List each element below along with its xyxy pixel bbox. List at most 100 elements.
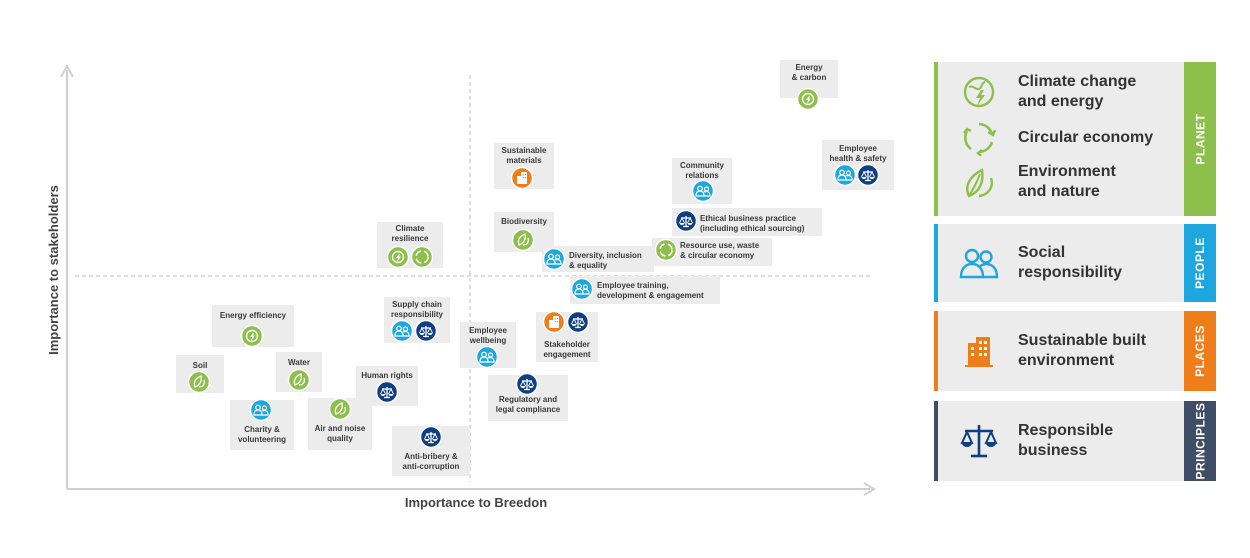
topic-label: Resource use, waste & circular economy: [680, 241, 760, 260]
topic-label: Air and noise quality: [315, 424, 366, 443]
legend-label: Social responsibility: [1018, 244, 1123, 281]
topic-label: Charity & volunteering: [238, 425, 286, 444]
topic-marker: Employee wellbeing: [460, 322, 516, 369]
legend-item-social: Social responsibility: [958, 243, 1122, 283]
people-icon: [570, 277, 594, 301]
topic-label: Human rights: [361, 371, 413, 380]
globe-lightning-icon: [386, 245, 410, 269]
topic-marker: Water: [276, 352, 322, 392]
leaves-icon: [187, 370, 211, 394]
legend-principles: Responsible business PRINCIPLES: [934, 401, 1216, 481]
topic-marker: Regulatory and legal compliance: [488, 372, 568, 421]
scales-icon: [375, 380, 399, 404]
legend-label: Climate change and energy: [1018, 73, 1137, 110]
x-axis-arrow: [863, 482, 876, 496]
topic-label: Employee training, development & engageme…: [597, 281, 704, 300]
topic-marker: Stakeholder engagement: [536, 310, 598, 362]
legend-tab-principles: PRINCIPLES: [1184, 401, 1216, 481]
topic-marker: Air and noise quality: [308, 397, 372, 450]
topic-label-box: [570, 276, 720, 304]
topic-marker: Anti-bribery & anti-corruption: [392, 425, 470, 476]
leaves-icon: [958, 162, 1000, 202]
people-icon: [833, 163, 857, 187]
scales-icon: [674, 209, 698, 233]
recycle-icon: [654, 238, 678, 262]
topic-label: Energy efficiency: [220, 311, 287, 320]
materiality-matrix: Importance to Breedon Importance to stak…: [46, 60, 894, 510]
scales-icon: [414, 319, 438, 343]
people-icon: [249, 398, 273, 422]
topic-marker: Charity & volunteering: [230, 398, 294, 450]
legend-label: Circular economy: [1018, 129, 1154, 146]
topic-label: Employee health & safety: [830, 144, 887, 163]
x-axis-title: Importance to Breedon: [405, 495, 547, 510]
topic-marker: Soil: [176, 355, 224, 394]
people-icon: [542, 247, 566, 271]
topic-label: Anti-bribery & anti-corruption: [403, 452, 460, 471]
topic-label: Energy & carbon: [792, 63, 827, 82]
topic-marker: Resource use, waste & circular economy: [652, 238, 772, 266]
scales-icon: [958, 421, 1000, 461]
topics-layer: Energy & carbon Employee health & safety Sus…: [176, 60, 894, 476]
legend-people: Social responsibility PEOPLE: [934, 224, 1216, 302]
people-icon: [390, 319, 414, 343]
topic-label: Supply chain responsibility: [391, 300, 444, 319]
recycle-icon: [958, 118, 1000, 158]
legend-item-built: Sustainable built environment: [958, 331, 1146, 371]
scales-icon: [566, 310, 590, 334]
topic-marker: Community relations: [672, 158, 732, 204]
scales-icon: [419, 425, 443, 449]
legend-item-responsible: Responsible business: [958, 421, 1113, 461]
legend-places: Sustainable built environment PLACES: [934, 311, 1216, 391]
topic-label: Ethical business practice (including ethi…: [700, 214, 805, 233]
leaves-icon: [511, 228, 535, 252]
topic-marker: Diversity, inclusion & equality: [542, 246, 654, 272]
building-icon: [542, 310, 566, 334]
topic-label: Water: [288, 358, 310, 367]
leaves-icon: [328, 397, 352, 421]
legend-tab-planet: PLANET: [1184, 62, 1216, 216]
legend-tab-people: PEOPLE: [1184, 224, 1216, 302]
topic-marker: Sustainable materials: [494, 143, 554, 190]
globe-lightning-icon: [240, 324, 264, 348]
people-icon: [475, 345, 499, 369]
legend-tab-places: PLACES: [1184, 311, 1216, 391]
legend-item-nature: Environment and nature: [958, 162, 1116, 202]
scales-icon: [856, 163, 880, 187]
people-icon: [958, 243, 1000, 283]
topic-label: Diversity, inclusion & equality: [569, 251, 642, 270]
topic-marker: Supply chain responsibility: [384, 297, 450, 343]
topic-marker: Climate resilience: [377, 222, 443, 269]
topic-label: Stakeholder engagement: [543, 340, 590, 359]
leaves-icon: [287, 368, 311, 392]
legend-item-circular: Circular economy: [958, 118, 1153, 158]
legend-label: Sustainable built environment: [1018, 332, 1147, 369]
globe-lightning-icon: [958, 72, 1000, 112]
topic-marker: Biodiversity: [494, 212, 554, 252]
legend-label: Responsible business: [1018, 422, 1114, 459]
legend-item-climate: Climate change and energy: [958, 72, 1136, 112]
building-icon: [510, 166, 534, 190]
topic-label-box: [822, 140, 894, 190]
topic-label: Sustainable materials: [502, 146, 547, 165]
y-axis-title: Importance to stakeholders: [46, 185, 61, 355]
topic-marker: Employee health & safety: [822, 140, 894, 190]
building-icon: [958, 331, 1000, 371]
legend-label: Environment and nature: [1018, 163, 1116, 200]
globe-lightning-icon: [796, 87, 820, 111]
topic-label: Regulatory and legal compliance: [496, 395, 561, 414]
legend-planet: Climate change and energy Circular econo…: [934, 62, 1216, 216]
y-axis-arrow: [60, 63, 74, 78]
topic-marker: Employee training, development & engageme…: [570, 276, 720, 304]
people-icon: [691, 179, 715, 203]
topic-label: Employee wellbeing: [469, 326, 508, 345]
topic-marker: Energy & carbon: [780, 60, 838, 111]
topic-label: Biodiversity: [501, 217, 547, 226]
topic-label: Community relations: [680, 161, 725, 180]
topic-marker: Ethical business practice (including ethi…: [672, 208, 822, 236]
scales-icon: [515, 372, 539, 396]
recycle-icon: [410, 245, 434, 269]
topic-label: Climate resilience: [392, 224, 429, 243]
topic-label: Soil: [193, 361, 208, 370]
topic-marker: Energy efficiency: [212, 305, 294, 348]
